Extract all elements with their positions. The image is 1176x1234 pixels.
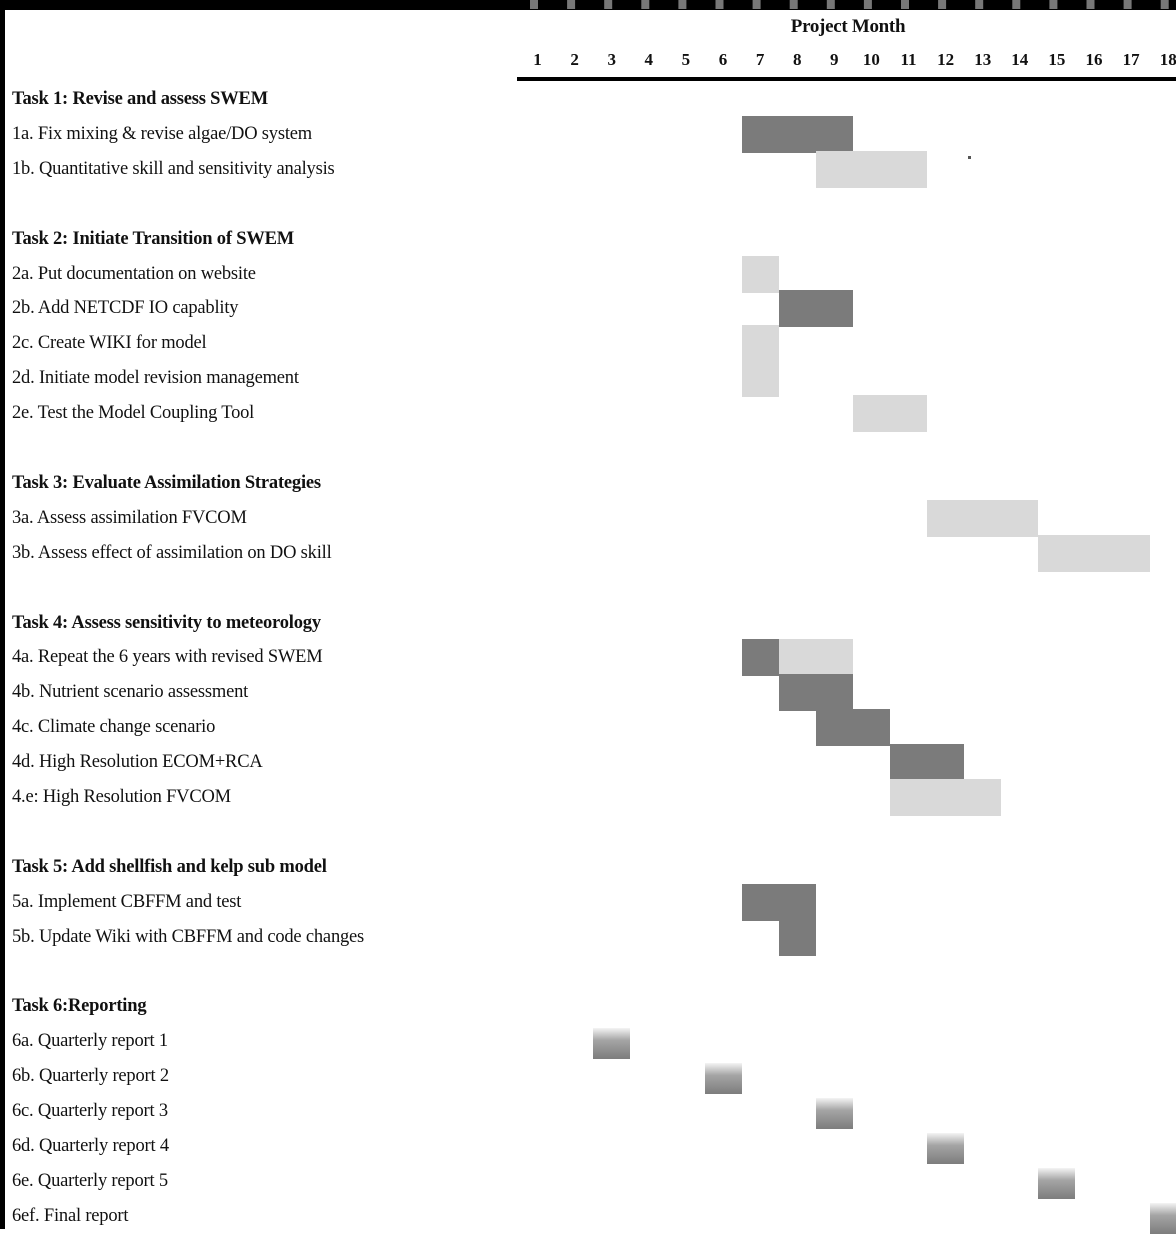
gantt-bar	[815, 709, 890, 747]
task-row-label: 6c. Quarterly report 3	[12, 1101, 168, 1122]
header-rule	[517, 77, 1176, 81]
top-tick	[938, 0, 947, 9]
top-tick-marks	[530, 0, 1169, 9]
task-row-label: 5a. Implement CBFFM and test	[12, 891, 242, 912]
gantt-bar	[890, 744, 965, 782]
top-tick	[863, 0, 872, 9]
gantt-bar	[1038, 534, 1150, 572]
top-tick	[678, 0, 687, 9]
top-tick	[530, 0, 538, 9]
top-tick	[1049, 0, 1058, 9]
task-header: Task 1: Revise and assess SWEM	[12, 89, 268, 109]
month-tick-label: 1	[533, 50, 542, 69]
month-tick-label: 15	[1048, 50, 1066, 69]
month-tick-label: 12	[937, 50, 955, 69]
task-header: Task 5: Add shellfish and kelp sub model	[12, 856, 327, 877]
month-tick-label: 11	[900, 50, 917, 69]
gantt-bar	[778, 290, 853, 328]
top-tick	[826, 0, 835, 9]
gantt-bar	[778, 918, 816, 956]
month-tick-label: 8	[792, 50, 802, 69]
gantt-bar	[815, 1098, 853, 1129]
task-row-label: 4.e: High Resolution FVCOM	[12, 787, 231, 807]
month-tick-label: 9	[830, 50, 839, 69]
month-tick-label: 18	[1159, 50, 1176, 69]
gantt-bar	[593, 1028, 631, 1060]
task-row-label: 4a. Repeat the 6 years with revised SWEM	[12, 647, 323, 668]
task-row-label: 2c. Create WIKI for model	[12, 333, 207, 354]
gantt-bar	[741, 360, 779, 398]
top-tick	[1012, 0, 1021, 9]
top-tick	[752, 0, 761, 9]
gantt-bar	[741, 883, 816, 921]
month-tick-label: 4	[644, 50, 654, 69]
top-tick	[604, 0, 613, 9]
month-tick-label: 17	[1122, 50, 1140, 69]
gantt-bar	[704, 1063, 742, 1095]
gantt-bar	[741, 639, 779, 677]
task-row-label: 6ef. Final report	[12, 1205, 129, 1226]
task-row-label: 4c. Climate change scenario	[12, 717, 216, 738]
gantt-bar	[852, 395, 928, 433]
month-tick-label: 10	[862, 50, 880, 69]
gantt-bar	[1149, 1202, 1176, 1234]
task-header: Task 4: Assess sensitivity to meteorolog…	[12, 612, 321, 633]
chart-title: Project Month	[790, 16, 906, 37]
task-row-label: 6d. Quarterly report 4	[12, 1136, 169, 1156]
month-tick-label: 16	[1085, 50, 1103, 69]
month-tick-label: 6	[718, 50, 728, 69]
task-row-label: 1b. Quantitative skill and sensitivity a…	[12, 158, 335, 179]
task-row-label: 3b. Assess effect of assimilation on DO …	[12, 542, 332, 563]
month-tick-label: 14	[1011, 50, 1029, 69]
gantt-bar	[778, 674, 853, 712]
gantt-bar	[741, 325, 779, 363]
month-tick-label: 7	[755, 50, 765, 69]
task-row-label: 4d. High Resolution ECOM+RCA	[12, 752, 263, 773]
task-row-label: 6b. Quarterly report 2	[12, 1066, 169, 1087]
month-tick-label: 2	[570, 50, 579, 69]
gantt-bar	[927, 1133, 965, 1164]
top-tick	[641, 0, 650, 9]
task-row-label: 2e. Test the Model Coupling Tool	[12, 403, 255, 424]
task-row-label: 2a. Put documentation on website	[12, 263, 256, 284]
gantt-bar	[1038, 1167, 1076, 1199]
task-row-label: 2d. Initiate model revision management	[12, 368, 299, 389]
top-tick	[1160, 0, 1169, 9]
month-tick-label: 13	[974, 50, 992, 69]
task-row-label: 2b. Add NETCDF IO capablity	[12, 298, 239, 319]
gantt-bar	[890, 779, 1002, 816]
task-row-label: 6a. Quarterly report 1	[12, 1031, 168, 1052]
gantt-bar	[778, 639, 853, 677]
task-header: Task 3: Evaluate Assimilation Strategies	[12, 472, 321, 493]
month-tick-label: 3	[607, 50, 616, 69]
task-row-label: 6e. Quarterly report 5	[12, 1170, 168, 1191]
gantt-bar	[741, 255, 779, 293]
top-tick	[715, 0, 724, 9]
gantt-bar	[927, 499, 1039, 537]
task-row-label: 4b. Nutrient scenario assessment	[12, 682, 249, 703]
task-row-label: 5b. Update Wiki with CBFFM and code chan…	[12, 926, 365, 947]
task-header: Task 6:Reporting	[12, 996, 147, 1017]
gantt-bar	[741, 115, 853, 153]
task-row-label: 3a. Assess assimilation FVCOM	[12, 507, 247, 528]
top-tick	[1123, 0, 1132, 9]
top-tick	[567, 0, 576, 9]
gantt-bar	[815, 150, 928, 188]
month-tick-label: 5	[681, 50, 691, 69]
top-tick	[1086, 0, 1095, 9]
top-tick	[789, 0, 798, 9]
task-header: Task 2: Initiate Transition of SWEM	[12, 228, 295, 249]
top-tick	[901, 0, 909, 9]
stray-mark	[968, 156, 971, 159]
top-tick	[975, 0, 984, 9]
task-row-label: 1a. Fix mixing & revise algae/DO system	[12, 123, 312, 144]
